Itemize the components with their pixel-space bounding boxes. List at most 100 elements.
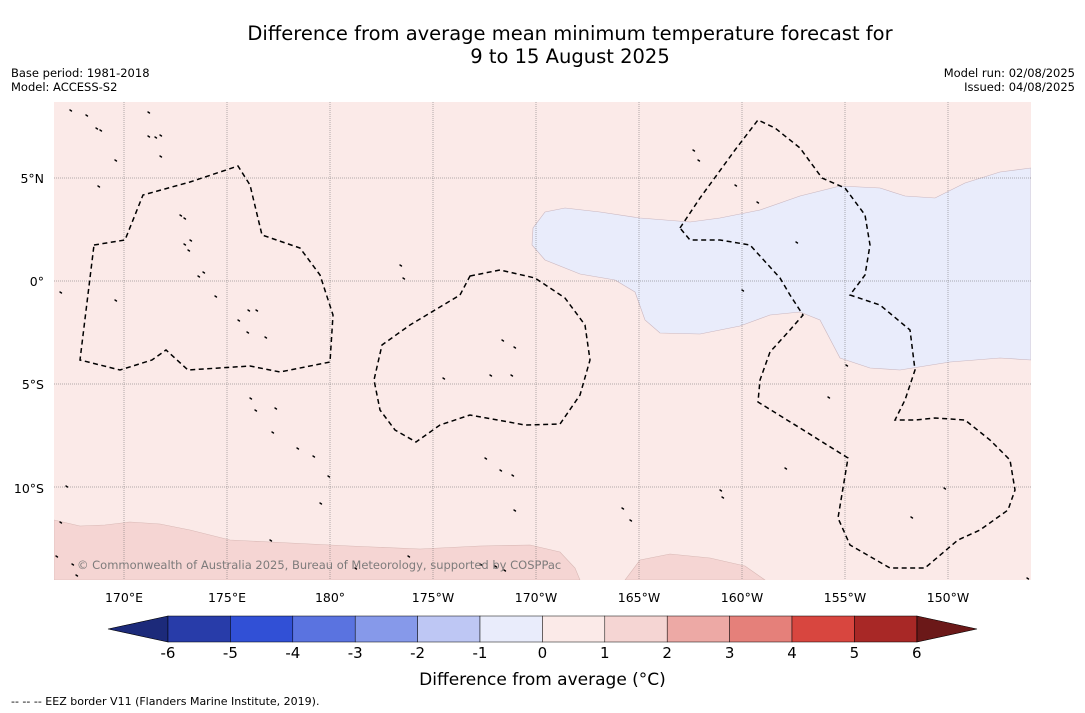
- island-speck: [95, 127, 99, 130]
- island-speck: [494, 565, 498, 568]
- title-line-2: 9 to 15 August 2025: [470, 45, 670, 68]
- island-speck: [442, 377, 446, 380]
- colorbar-tick-label: -2: [410, 644, 426, 662]
- island-speck: [513, 509, 517, 512]
- island-speck: [147, 111, 151, 114]
- island-speck: [247, 309, 251, 312]
- island-speck: [214, 295, 218, 298]
- island-speck: [55, 555, 59, 558]
- eez-border-line-islands: [679, 119, 1016, 569]
- lon-label-165w: 165°W: [617, 590, 661, 605]
- island-speck: [154, 136, 158, 139]
- island-speck: [114, 159, 118, 162]
- island-speck: [503, 569, 507, 572]
- colorbar-tick-label: 3: [724, 644, 735, 662]
- colorbar-tick-label: 2: [662, 644, 672, 662]
- island-speck: [296, 447, 300, 450]
- island-speck: [65, 485, 69, 488]
- island-speck: [489, 374, 493, 377]
- island-speck: [943, 487, 947, 490]
- warm-anomaly-region-southwest: [54, 519, 581, 580]
- title-line-1: Difference from average mean minimum tem…: [247, 22, 893, 45]
- warm-anomaly-region-south: [624, 553, 766, 580]
- island-speck: [327, 475, 331, 478]
- island-speck: [692, 149, 696, 152]
- eez-border-kiribati-gilberts: [79, 165, 334, 373]
- colorbar-segment: [604, 615, 668, 643]
- island-speck: [845, 364, 849, 367]
- island-speck: [827, 396, 831, 399]
- colorbar-tick-label: 4: [787, 644, 797, 662]
- colorbar-tick-label: -1: [472, 644, 488, 662]
- island-speck: [254, 409, 258, 412]
- island-speck: [354, 567, 358, 570]
- lon-label-155w: 155°W: [823, 590, 867, 605]
- island-speck: [795, 241, 799, 244]
- island-speck: [246, 331, 250, 334]
- island-speck: [319, 502, 323, 505]
- colorbar-segment: [167, 615, 231, 643]
- colorbar-under-triangle: [107, 615, 169, 643]
- graticule: [54, 102, 1031, 580]
- island-speck: [85, 114, 89, 117]
- island-speck: [407, 555, 411, 558]
- island-speck: [511, 474, 515, 477]
- lon-label-170w: 170°W: [514, 590, 558, 605]
- island-speck: [237, 319, 241, 322]
- meta-right: Model run: 02/08/2025 Issued: 04/08/2025: [944, 66, 1075, 94]
- colorbar-tick-label: 5: [849, 644, 860, 662]
- island-speck: [501, 339, 505, 342]
- colorbar-segment: [230, 615, 294, 643]
- island-speck: [159, 155, 163, 158]
- island-speck: [249, 397, 253, 400]
- copyright-watermark: © Commonwealth of Australia 2025, Bureau…: [77, 558, 562, 572]
- island-speck: [756, 201, 760, 204]
- island-speck: [69, 109, 73, 112]
- island-speck: [499, 469, 503, 472]
- island-speck: [59, 521, 63, 524]
- island-speck: [197, 275, 201, 278]
- island-speck: [202, 271, 206, 274]
- map-area: [54, 102, 1031, 580]
- island-speck: [910, 516, 914, 519]
- island-speck: [274, 407, 278, 410]
- island-speck: [399, 264, 403, 267]
- colorbar-segment: [854, 615, 918, 643]
- lon-label-160w: 160°W: [720, 590, 764, 605]
- lon-label-175w: 175°W: [411, 590, 455, 605]
- island-speck: [784, 467, 788, 470]
- island-speck: [271, 431, 275, 434]
- island-speck: [402, 277, 406, 280]
- colorbar-tick-label: -5: [222, 644, 238, 662]
- colorbar-over-triangle: [916, 615, 978, 643]
- island-speck: [741, 289, 745, 292]
- island-speck: [71, 563, 75, 566]
- eez-legend-footer: -- -- -- EEZ border V11 (Flanders Marine…: [11, 695, 320, 708]
- colorbar-segment: [479, 615, 543, 643]
- base-period: Base period: 1981-2018: [11, 66, 150, 80]
- island-speck: [183, 217, 187, 220]
- island-speck: [159, 134, 163, 137]
- island-speck: [75, 574, 79, 577]
- island-speck: [1026, 577, 1030, 580]
- lon-label-170e: 170°E: [104, 590, 143, 605]
- island-speck: [484, 457, 488, 460]
- island-speck: [697, 159, 701, 162]
- lat-label-0: 0°: [29, 274, 44, 289]
- lat-label-10s: 10°S: [13, 481, 44, 496]
- colorbar-segment: [666, 615, 730, 643]
- lon-label-180: 180°: [314, 590, 346, 605]
- island-speck: [621, 507, 625, 510]
- island-speck: [183, 243, 187, 246]
- issued-date: Issued: 04/08/2025: [964, 80, 1075, 94]
- map-title: Difference from average mean minimum tem…: [170, 22, 970, 68]
- colorbar-tick-label: -4: [285, 644, 301, 662]
- island-speck: [99, 129, 103, 132]
- colorbar-tick-label: 6: [912, 644, 922, 662]
- lon-label-175e: 175°E: [207, 590, 246, 605]
- island-speck: [734, 184, 738, 187]
- lat-label-5n: 5°N: [20, 171, 44, 186]
- island-speck: [629, 519, 633, 522]
- colorbar-segment: [791, 615, 855, 643]
